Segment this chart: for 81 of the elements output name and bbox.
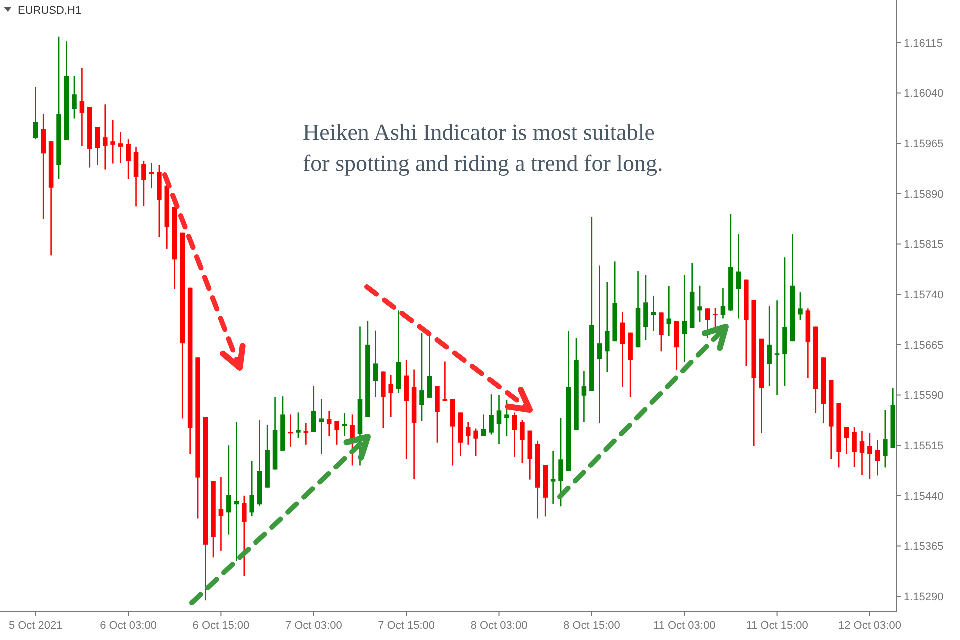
candlestick [118, 132, 124, 164]
candlestick [242, 495, 247, 578]
candlestick [102, 104, 108, 170]
candlestick [844, 426, 850, 455]
candlestick [33, 86, 38, 140]
y-tick-label: 1.15665 [904, 340, 944, 352]
candlestick [798, 292, 803, 321]
candlestick [442, 361, 448, 402]
candlestick [466, 421, 471, 446]
x-tick-label: 11 Oct 03:00 [654, 620, 716, 632]
y-tick-label: 1.15590 [904, 390, 944, 402]
y-tick-label: 1.15515 [904, 440, 944, 452]
candlestick [550, 450, 556, 505]
candlestick [558, 417, 564, 508]
y-tick-label: 1.15290 [904, 591, 944, 604]
candlestick [420, 332, 424, 422]
candlestick [774, 300, 780, 396]
candlestick [334, 420, 340, 446]
y-tick-label: 1.16115 [904, 38, 943, 50]
candlestick [388, 374, 394, 418]
x-tick-label: 5 Oct 2021 [8, 620, 63, 632]
x-tick-label: 7 Oct 03:00 [285, 620, 342, 632]
annotation: Heiken Ashi Indicator is most suitable for spotting and riding a trend for long. [303, 120, 664, 176]
candlestick [868, 432, 872, 480]
candlestick [304, 422, 309, 446]
candlestick [326, 410, 332, 437]
y-tick-label: 1.15440 [904, 490, 944, 503]
x-tick-label: 7 Oct 15:00 [378, 620, 436, 632]
candlestick [512, 412, 518, 458]
candlestick [604, 282, 610, 374]
candlestick [860, 430, 865, 476]
candlestick [481, 414, 486, 437]
candlestick [218, 476, 224, 552]
x-tick-label: 6 Oct 03:00 [100, 620, 157, 632]
candlestick [72, 76, 77, 120]
candlestick [852, 426, 857, 468]
candlestick [149, 162, 154, 190]
candlestick [319, 398, 324, 455]
candlestick [736, 234, 742, 320]
candlestick [620, 311, 626, 388]
candlestick [373, 330, 378, 398]
candlestick [520, 419, 525, 464]
x-tick-label: 6 Oct 15:00 [192, 620, 250, 632]
candlestick [496, 394, 502, 445]
candlestick [142, 160, 146, 207]
x-tick-label: 8 Oct 15:00 [563, 620, 620, 632]
chart-title: EURUSD,H1 [18, 5, 82, 17]
candlestick [698, 285, 702, 323]
y-tick-label: 1.15365 [904, 541, 944, 554]
y-tick-label: 1.15965 [904, 138, 944, 150]
candlestick [80, 68, 85, 147]
y-tick-label: 1.15890 [904, 188, 944, 201]
candlestick [342, 412, 348, 437]
y-tick-label: 1.15740 [904, 289, 944, 302]
candlestick [126, 138, 131, 180]
candlestick [720, 288, 726, 320]
candlestick [713, 307, 718, 329]
candlestick [504, 399, 510, 437]
candlestick [250, 460, 255, 517]
candlestick [875, 440, 880, 476]
x-tick-label: 11 Oct 15:00 [746, 620, 808, 632]
candlestick [659, 312, 664, 352]
candlestick [110, 119, 116, 164]
candlestick [582, 370, 587, 423]
candlestick [296, 412, 301, 439]
y-tick-label: 1.16040 [904, 88, 944, 100]
candlestick [288, 414, 294, 448]
y-tick-label: 1.15815 [904, 239, 944, 252]
candlestick [226, 444, 232, 536]
candlestick [489, 394, 494, 436]
candlestick [651, 295, 656, 332]
candlestick [95, 126, 100, 166]
candlestick [767, 305, 772, 388]
candlestick [597, 265, 602, 424]
candlestick [474, 428, 478, 457]
candlestick [883, 409, 888, 468]
candlestick [666, 286, 672, 337]
candlestick [682, 274, 688, 364]
candlestick [312, 386, 316, 433]
x-tick-label: 12 Oct 03:00 [838, 620, 902, 632]
x-tick-label: 8 Oct 03:00 [470, 620, 528, 632]
